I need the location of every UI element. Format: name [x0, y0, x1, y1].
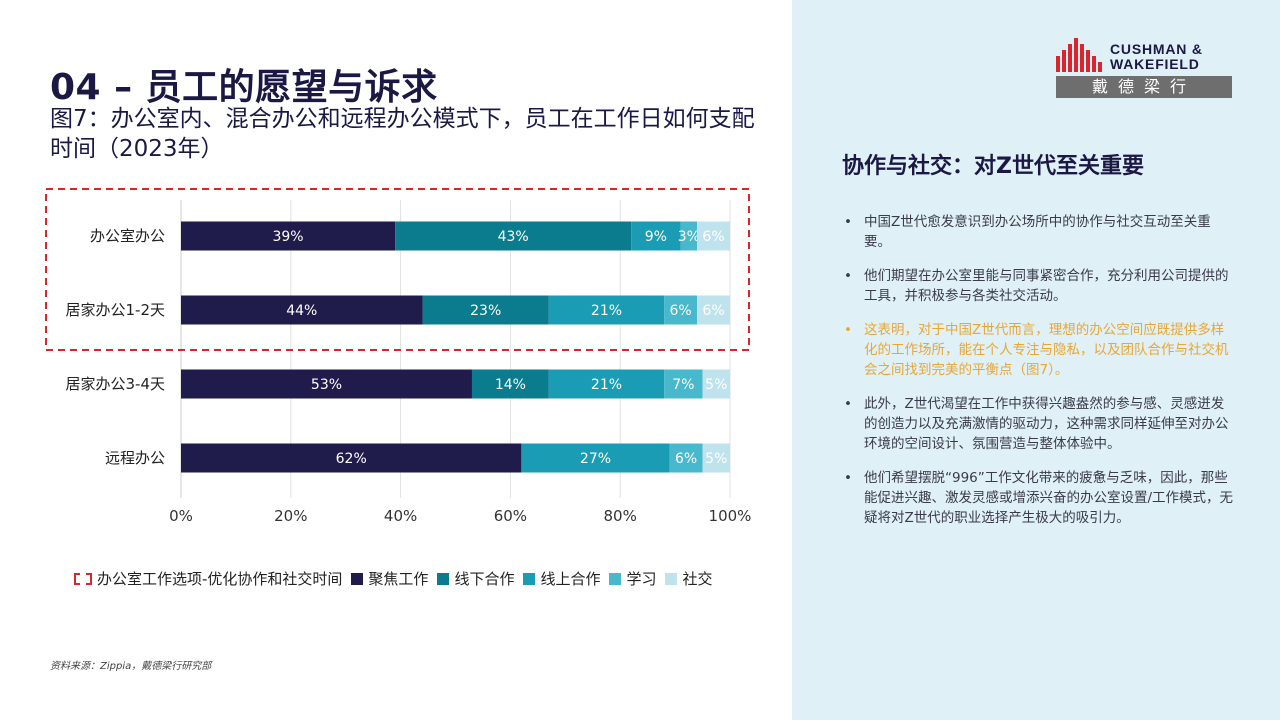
bar-segment — [548, 369, 665, 399]
legend-label: 聚焦工作 — [368, 570, 429, 588]
legend-item-highlight: 办公室工作选项-优化协作和社交时间 — [74, 568, 342, 589]
bullet-text: 他们希望摆脱“996”工作文化带来的疲惫与乏味，因此，那些能促进兴趣、激发灵感或… — [864, 470, 1234, 526]
legend-item: 学习 — [609, 568, 656, 589]
data-label: 5% — [705, 451, 727, 467]
legend-label: 学习 — [626, 570, 657, 588]
legend-swatch — [437, 572, 450, 585]
bullet-text: 中国Z世代愈发意识到办公场所中的协作与社交互动至关重要。 — [864, 214, 1211, 250]
legend-label: 线下合作 — [454, 570, 515, 588]
dashed-box-icon — [74, 572, 92, 585]
bar-segment — [181, 295, 423, 325]
bar-segment — [702, 369, 730, 399]
sidebar-bullet: • 这表明，对于中国Z世代而言，理想的办公空间应既提供多样化的工作场所，能在个人专… — [842, 320, 1234, 380]
source-note: 资料来源：Zippia，戴德梁行研究部 — [50, 661, 212, 672]
data-label: 14% — [495, 377, 526, 393]
bar-segment — [521, 443, 670, 473]
x-tick-label: 0% — [169, 507, 193, 525]
data-label: 23% — [470, 303, 501, 319]
bullet-dot-icon: • — [844, 268, 852, 284]
bullet-text: 这表明，对于中国Z世代而言，理想的办公空间应既提供多样化的工作场所，能在个人专注… — [864, 322, 1229, 378]
sidebar-panel — [792, 0, 1280, 720]
sidebar-bullet: • 他们期望在办公室里能与同事紧密合作，充分利用公司提供的工具，并积极参与各类社交… — [842, 266, 1234, 306]
data-label: 21% — [591, 377, 622, 393]
data-label: 43% — [498, 229, 529, 245]
sidebar-bullet-list: • 中国Z世代愈发意识到办公场所中的协作与社交互动至关重要。 • 他们期望在办公室里能… — [842, 212, 1234, 542]
category-label: 居家办公1-2天 — [65, 301, 165, 319]
x-tick-label: 20% — [274, 507, 307, 525]
bullet-text: 此外，Z世代渴望在工作中获得兴趣盎然的参与感、灵感迸发的创造力以及充满激情的驱动… — [864, 396, 1229, 452]
bullet-dot-icon: • — [844, 322, 852, 338]
bar-segment — [471, 369, 549, 399]
legend-swatch — [523, 572, 536, 585]
legend-label: 线上合作 — [540, 570, 601, 588]
x-tick-label: 40% — [384, 507, 417, 525]
category-label: 远程办公 — [105, 449, 165, 467]
bar-segment — [548, 295, 665, 325]
sidebar-bullet: • 此外，Z世代渴望在工作中获得兴趣盎然的参与感、灵感迸发的创造力以及充满激情的驱… — [842, 394, 1234, 454]
highlight-box — [45, 188, 750, 351]
page-title: 04 – 员工的愿望与诉求 — [50, 67, 438, 108]
bullet-text: 他们期望在办公室里能与同事紧密合作，充分利用公司提供的工具，并积极参与各类社交活… — [864, 268, 1229, 304]
data-label: 5% — [705, 377, 727, 393]
bar-segment — [181, 221, 396, 251]
bullet-dot-icon: • — [844, 470, 852, 486]
data-label: 6% — [675, 451, 697, 467]
bar-segment — [631, 221, 681, 251]
legend-item: 线上合作 — [523, 568, 600, 589]
data-label: 27% — [580, 451, 611, 467]
data-label: 44% — [286, 303, 317, 319]
legend-swatch — [609, 572, 622, 585]
bar-segment — [697, 221, 730, 251]
x-tick-label: 80% — [604, 507, 637, 525]
legend-swatch — [351, 572, 364, 585]
sidebar-heading: 协作与社交：对Z世代至关重要 — [842, 154, 1144, 179]
data-label: 3% — [678, 229, 700, 245]
data-label: 6% — [702, 303, 724, 319]
bar-segment — [181, 369, 472, 399]
legend-item: 社交 — [665, 568, 713, 589]
data-label: 6% — [702, 229, 724, 245]
data-label: 62% — [336, 451, 367, 467]
bar-segment — [669, 443, 703, 473]
bar-segment — [395, 221, 632, 251]
bar-segment — [664, 369, 703, 399]
legend-swatch — [665, 572, 678, 585]
bar-segment — [680, 221, 698, 251]
bullet-dot-icon: • — [844, 214, 852, 230]
company-logo: CUSHMAN & WAKEFIELD 戴德梁行 — [1056, 36, 1232, 98]
bar-segment — [422, 295, 549, 325]
x-tick-label: 100% — [709, 507, 752, 525]
data-label: 9% — [645, 229, 667, 245]
data-label: 53% — [311, 377, 342, 393]
logo-line2: WAKEFIELD — [1110, 56, 1200, 72]
legend-label-highlight: 办公室工作选项-优化协作和社交时间 — [97, 570, 343, 588]
sidebar-bullet: • 中国Z世代愈发意识到办公场所中的协作与社交互动至关重要。 — [842, 212, 1234, 252]
bar-segment — [664, 295, 698, 325]
data-label: 6% — [669, 303, 691, 319]
legend-label: 社交 — [682, 570, 713, 588]
legend-series-list: 聚焦工作 线下合作 线上合作 学习 社交 — [351, 568, 721, 589]
data-label: 39% — [272, 229, 303, 245]
category-label: 办公室办公 — [90, 227, 165, 245]
main-content: 04 – 员工的愿望与诉求 图7：办公室内、混合办公和远程办公模式下，员工在工作… — [45, 67, 755, 672]
stacked-bar-chart: 0% 20% 40% 60% 80% 100%办公室办公 39% 43% 9% 3% 6%居家办公1… — [45, 188, 752, 525]
bar-segment — [702, 443, 730, 473]
logo-chinese: 戴德梁行 — [1056, 76, 1232, 98]
sidebar-bullet: • 他们希望摆脱“996”工作文化带来的疲惫与乏味，因此，那些能促进兴趣、激发灵感… — [842, 468, 1234, 528]
bar-segment — [181, 443, 522, 473]
data-label: 7% — [672, 377, 694, 393]
bullet-dot-icon: • — [844, 396, 852, 412]
chart-legend: 办公室工作选项-优化协作和社交时间 聚焦工作 线下合作 线上合作 学习 社交 — [74, 568, 722, 589]
logo-bars-icon — [1056, 38, 1102, 72]
x-tick-label: 60% — [494, 507, 527, 525]
logo-line1: CUSHMAN & — [1110, 41, 1203, 57]
figure-title: 图7：办公室内、混合办公和远程办公模式下，员工在工作日如何支配时间（2023年） — [50, 106, 755, 162]
legend-item: 聚焦工作 — [351, 568, 428, 589]
data-label: 21% — [591, 303, 622, 319]
bar-segment — [697, 295, 730, 325]
category-label: 居家办公3-4天 — [65, 375, 165, 393]
legend-item: 线下合作 — [437, 568, 514, 589]
